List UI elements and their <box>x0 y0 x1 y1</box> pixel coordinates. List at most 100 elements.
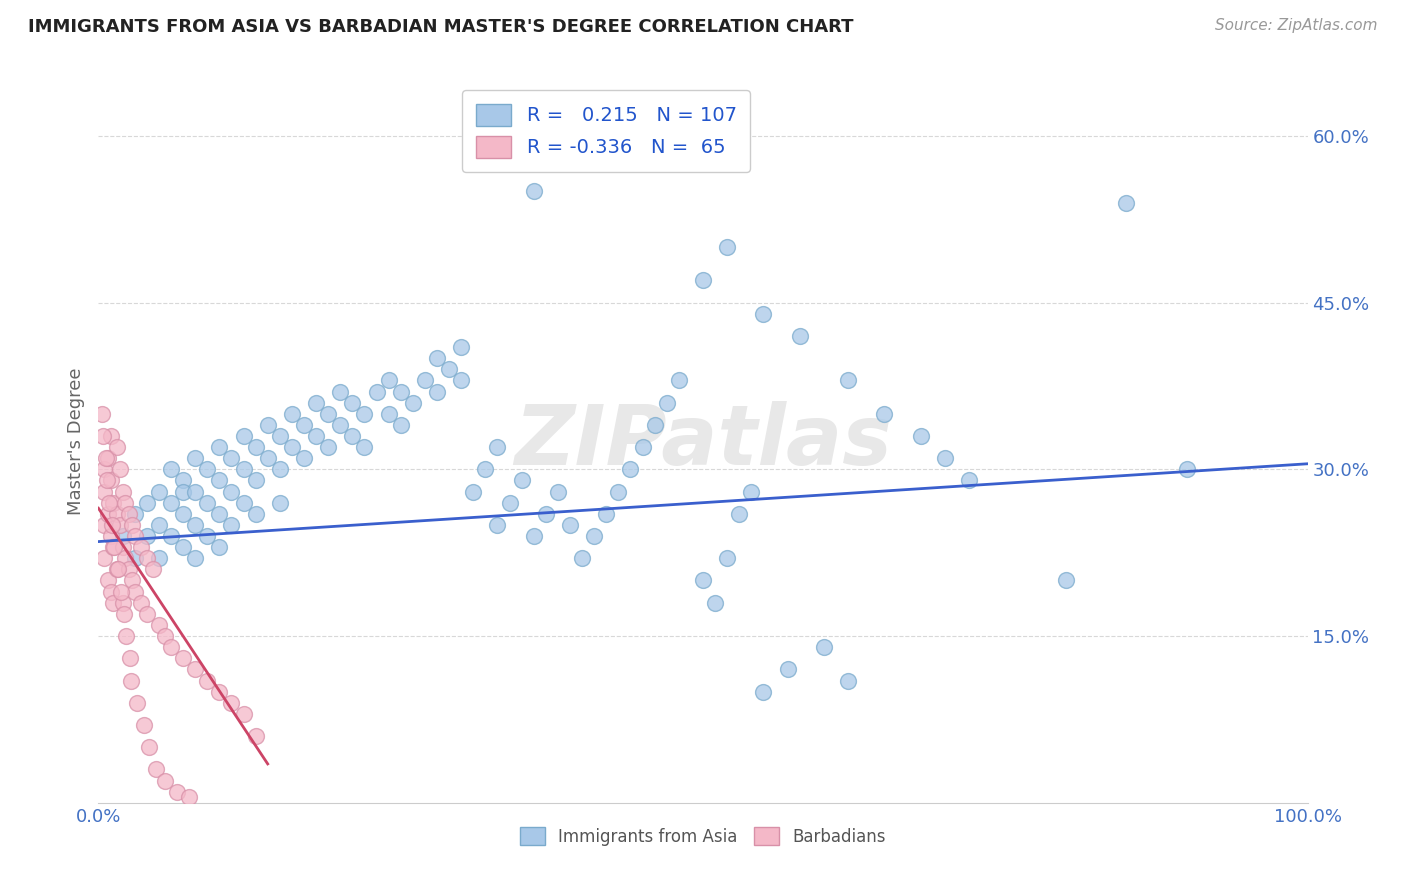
Point <box>112 607 135 621</box>
Point <box>329 384 352 399</box>
Point <box>93 462 115 476</box>
Point <box>776 662 799 676</box>
Point <box>644 417 666 432</box>
Point <box>377 407 399 421</box>
Point <box>172 484 194 499</box>
Point <box>631 440 654 454</box>
Point <box>179 790 201 805</box>
Point <box>160 462 183 476</box>
Point <box>619 462 641 476</box>
Point <box>184 662 207 676</box>
Point <box>692 574 714 588</box>
Point <box>232 496 254 510</box>
Point <box>120 673 142 688</box>
Point <box>292 417 315 432</box>
Point <box>316 407 339 421</box>
Point <box>111 484 134 499</box>
Point <box>221 484 243 499</box>
Point <box>934 451 956 466</box>
Point <box>232 429 254 443</box>
Point <box>160 496 183 510</box>
Point <box>208 684 231 698</box>
Point <box>342 429 364 443</box>
Point <box>118 651 141 665</box>
Point <box>571 551 593 566</box>
Text: Source: ZipAtlas.com: Source: ZipAtlas.com <box>1215 18 1378 33</box>
Point <box>148 551 170 566</box>
Point <box>353 407 375 421</box>
Point <box>728 507 751 521</box>
Point <box>111 596 134 610</box>
Point <box>281 407 304 421</box>
Point <box>124 507 146 521</box>
Point <box>100 517 122 532</box>
Point <box>305 395 328 409</box>
Point <box>94 451 117 466</box>
Point <box>100 429 122 443</box>
Point <box>153 629 176 643</box>
Point <box>160 529 183 543</box>
Point <box>148 484 170 499</box>
Point <box>98 496 121 510</box>
Point <box>789 329 811 343</box>
Point <box>184 484 207 499</box>
Point <box>115 629 138 643</box>
Point <box>134 718 156 732</box>
Point <box>269 429 291 443</box>
Point <box>256 417 278 432</box>
Point <box>292 451 315 466</box>
Point <box>97 507 120 521</box>
Point <box>910 429 932 443</box>
Point <box>208 540 231 554</box>
Point <box>837 673 859 688</box>
Point <box>377 373 399 387</box>
Point <box>118 507 141 521</box>
Point <box>91 407 114 421</box>
Point <box>97 451 120 466</box>
Text: IMMIGRANTS FROM ASIA VS BARBADIAN MASTER'S DEGREE CORRELATION CHART: IMMIGRANTS FROM ASIA VS BARBADIAN MASTER… <box>28 18 853 36</box>
Point <box>583 529 606 543</box>
Point <box>329 417 352 432</box>
Point <box>256 451 278 466</box>
Point <box>437 362 460 376</box>
Point <box>148 618 170 632</box>
Point <box>184 451 207 466</box>
Point <box>195 673 218 688</box>
Point <box>813 640 835 655</box>
Point <box>100 584 122 599</box>
Point <box>245 507 267 521</box>
Point <box>837 373 859 387</box>
Point <box>426 384 449 399</box>
Point <box>138 740 160 755</box>
Point <box>655 395 678 409</box>
Point <box>523 529 546 543</box>
Point <box>108 517 131 532</box>
Point <box>93 517 115 532</box>
Point <box>121 574 143 588</box>
Point <box>752 307 775 321</box>
Point <box>534 507 557 521</box>
Point <box>101 596 124 610</box>
Point <box>160 640 183 655</box>
Point <box>153 773 176 788</box>
Point <box>413 373 436 387</box>
Point <box>558 517 581 532</box>
Point <box>389 417 412 432</box>
Point <box>91 429 114 443</box>
Point <box>195 462 218 476</box>
Point <box>172 474 194 488</box>
Point <box>97 574 120 588</box>
Point <box>486 517 509 532</box>
Point <box>221 451 243 466</box>
Point <box>110 584 132 599</box>
Point <box>316 440 339 454</box>
Point <box>668 373 690 387</box>
Point <box>142 562 165 576</box>
Point <box>127 696 149 710</box>
Point <box>692 273 714 287</box>
Point <box>129 540 152 554</box>
Point <box>873 407 896 421</box>
Point <box>716 551 738 566</box>
Point <box>716 240 738 254</box>
Point <box>523 185 546 199</box>
